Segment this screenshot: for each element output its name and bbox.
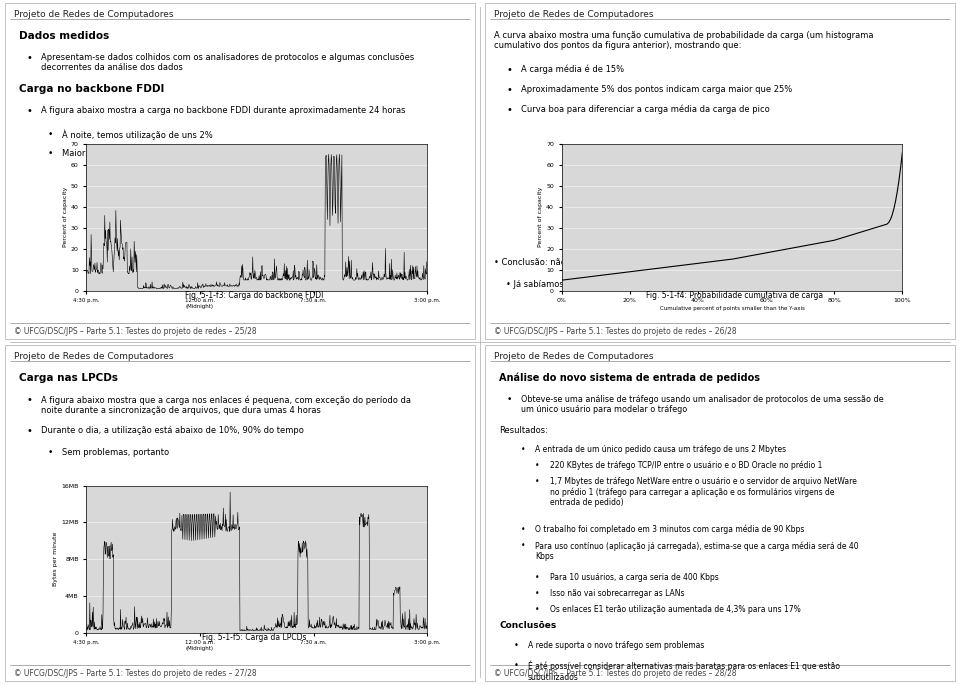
Text: Curva boa para diferenciar a carga média da carga de pico: Curva boa para diferenciar a carga média… [520,105,770,114]
Text: Carga no backbone FDDI: Carga no backbone FDDI [19,83,164,94]
Text: • Já sabíamos disso pois os usuários não estavam reclamando: • Já sabíamos disso pois os usuários não… [507,280,768,289]
Text: •: • [507,65,513,75]
Text: Maior carga perto do fim do dia: Maior carga perto do fim do dia [62,149,195,158]
Text: •: • [514,642,518,650]
Text: A figura abaixo mostra a carga no backbone FDDI durante aproximadamente 24 horas: A figura abaixo mostra a carga no backbo… [40,106,405,115]
Text: •: • [536,477,540,486]
Text: •: • [536,573,540,582]
Text: •: • [507,395,512,404]
Text: •: • [48,149,54,158]
Text: Fig. 5-1-f3: Carga do backbone FDDI: Fig. 5-1-f3: Carga do backbone FDDI [185,291,324,300]
Text: Projeto de Redes de Computadores: Projeto de Redes de Computadores [494,10,654,19]
Text: 220 KBytes de tráfego TCP/IP entre o usuário e o BD Oracle no prédio 1: 220 KBytes de tráfego TCP/IP entre o usu… [549,461,822,470]
Text: •: • [520,541,525,550]
Text: •: • [26,53,33,63]
Text: Resultados:: Resultados: [499,425,548,435]
Text: © UFCG/DSC/JPS – Parte 5.1: Testes do projeto de redes – 27/28: © UFCG/DSC/JPS – Parte 5.1: Testes do pr… [14,669,257,678]
Text: Para 10 usuários, a carga seria de 400 Kbps: Para 10 usuários, a carga seria de 400 K… [549,573,718,582]
FancyBboxPatch shape [485,345,955,681]
Text: À noite, temos utilização de uns 2%: À noite, temos utilização de uns 2% [62,130,213,140]
Text: É até possível considerar alternativas mais baratas para os enlaces E1 que estão: É até possível considerar alternativas m… [528,661,840,682]
Text: •: • [514,661,518,670]
FancyBboxPatch shape [5,3,475,339]
FancyBboxPatch shape [485,3,955,339]
Text: Fig. 5-1-f5: Carga da LPCDs: Fig. 5-1-f5: Carga da LPCDs [203,633,306,642]
Text: Análise do novo sistema de entrada de pedidos: Análise do novo sistema de entrada de pe… [499,373,760,383]
Text: A carga média é de 15%: A carga média é de 15% [520,65,624,75]
Text: Projeto de Redes de Computadores: Projeto de Redes de Computadores [494,352,654,361]
Text: •: • [536,461,540,470]
FancyBboxPatch shape [5,345,475,681]
Text: •: • [536,605,540,614]
Text: •: • [507,105,513,115]
Text: Fig. 5-1-f4: Probabilidade cumulativa de carga: Fig. 5-1-f4: Probabilidade cumulativa de… [646,291,823,300]
Text: Apresentam-se dados colhidos com os analisadores de protocolos e algumas conclus: Apresentam-se dados colhidos com os anal… [40,53,414,73]
Text: Conclusões: Conclusões [499,622,557,631]
Text: Carga nas LPCDs: Carga nas LPCDs [19,373,118,383]
Text: Projeto de Redes de Computadores: Projeto de Redes de Computadores [14,10,174,19]
Text: Durante o dia, a utilização está abaixo de 10%, 90% do tempo: Durante o dia, a utilização está abaixo … [40,425,303,435]
Text: Aproximadamente 5% dos pontos indicam carga maior que 25%: Aproximadamente 5% dos pontos indicam ca… [520,85,792,94]
Text: © UFCG/DSC/JPS – Parte 5.1: Testes do projeto de redes – 28/28: © UFCG/DSC/JPS – Parte 5.1: Testes do pr… [494,669,737,678]
Text: © UFCG/DSC/JPS – Parte 5.1: Testes do projeto de redes – 26/28: © UFCG/DSC/JPS – Parte 5.1: Testes do pr… [494,327,737,336]
Text: •: • [507,85,513,95]
Text: O trabalho foi completado em 3 minutos com carga média de 90 Kbps: O trabalho foi completado em 3 minutos c… [536,525,804,534]
Text: Os enlaces E1 terão utilização aumentada de 4,3% para uns 17%: Os enlaces E1 terão utilização aumentada… [549,605,801,614]
Text: • Conclusão: não há problemas de sobrecarga: • Conclusão: não há problemas de sobreca… [494,259,689,267]
Text: •: • [26,106,33,116]
Text: Dados medidos: Dados medidos [19,31,109,41]
Text: Sem problemas, portanto: Sem problemas, portanto [62,448,170,457]
Text: •: • [536,590,540,598]
Text: •: • [520,445,525,453]
Text: © UFCG/DSC/JPS – Parte 5.1: Testes do projeto de redes – 25/28: © UFCG/DSC/JPS – Parte 5.1: Testes do pr… [14,327,257,336]
Text: •: • [26,425,33,436]
Text: A curva abaixo mostra uma função cumulativa de probabilidade da carga (um histog: A curva abaixo mostra uma função cumulat… [494,31,874,50]
X-axis label: Cumulative percent of points smaller than the Y-axis: Cumulative percent of points smaller tha… [660,306,804,311]
Text: •: • [48,130,54,139]
Text: Obteve-se uma análise de tráfego usando um analisador de protocolos de uma sessã: Obteve-se uma análise de tráfego usando … [520,395,883,415]
Text: A entrada de um único pedido causa um tráfego de uns 2 Mbytes: A entrada de um único pedido causa um tr… [536,445,786,453]
Y-axis label: Bytes per minute: Bytes per minute [54,532,59,586]
Text: A figura abaixo mostra que a carga nos enlaces é pequena, com exceção do período: A figura abaixo mostra que a carga nos e… [40,395,411,415]
Text: Projeto de Redes de Computadores: Projeto de Redes de Computadores [14,352,174,361]
Text: •: • [26,395,33,405]
Text: 1,7 Mbytes de tráfego NetWare entre o usuário e o servidor de arquivo NetWare
no: 1,7 Mbytes de tráfego NetWare entre o us… [549,477,856,507]
Text: Isso não vai sobrecarregar as LANs: Isso não vai sobrecarregar as LANs [549,590,684,598]
Text: •: • [520,525,525,534]
Text: A rede suporta o novo tráfego sem problemas: A rede suporta o novo tráfego sem proble… [528,642,705,650]
Y-axis label: Percent of capacity: Percent of capacity [539,187,543,248]
Y-axis label: Percent of capacity: Percent of capacity [63,187,68,248]
Text: •: • [48,448,54,457]
Text: Para uso contínuo (aplicação já carregada), estima-se que a carga média será de : Para uso contínuo (aplicação já carregad… [536,541,859,561]
